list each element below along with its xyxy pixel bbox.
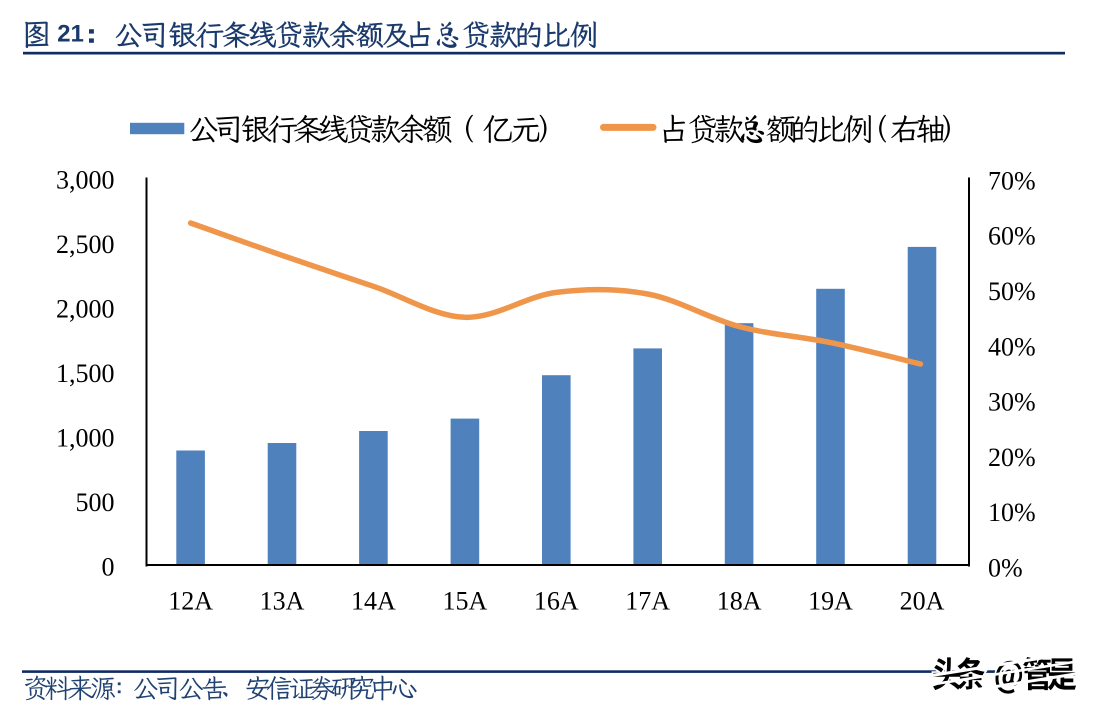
svg-text:500: 500 <box>76 488 115 517</box>
svg-text:70%: 70% <box>988 166 1036 195</box>
svg-text:15A: 15A <box>443 587 488 616</box>
svg-text:3,000: 3,000 <box>56 165 115 194</box>
svg-text:20%: 20% <box>988 443 1036 472</box>
svg-text:60%: 60% <box>988 222 1036 251</box>
svg-text:18A: 18A <box>717 587 762 616</box>
svg-text:0: 0 <box>102 552 115 581</box>
svg-text:1,000: 1,000 <box>56 423 115 452</box>
svg-text:1,500: 1,500 <box>56 359 115 388</box>
svg-text:40%: 40% <box>988 332 1036 361</box>
svg-text:19A: 19A <box>808 587 853 616</box>
svg-text:14A: 14A <box>351 587 396 616</box>
svg-text:2,500: 2,500 <box>56 230 115 259</box>
svg-text:10%: 10% <box>988 498 1036 527</box>
svg-text:30%: 30% <box>988 388 1036 417</box>
svg-text:16A: 16A <box>534 587 579 616</box>
svg-text:17A: 17A <box>625 587 670 616</box>
svg-text:12A: 12A <box>168 587 213 616</box>
svg-text:0%: 0% <box>988 553 1023 582</box>
svg-text:20A: 20A <box>900 587 945 616</box>
svg-text:50%: 50% <box>988 277 1036 306</box>
svg-text:13A: 13A <box>260 587 305 616</box>
svg-text:2,000: 2,000 <box>56 294 115 323</box>
